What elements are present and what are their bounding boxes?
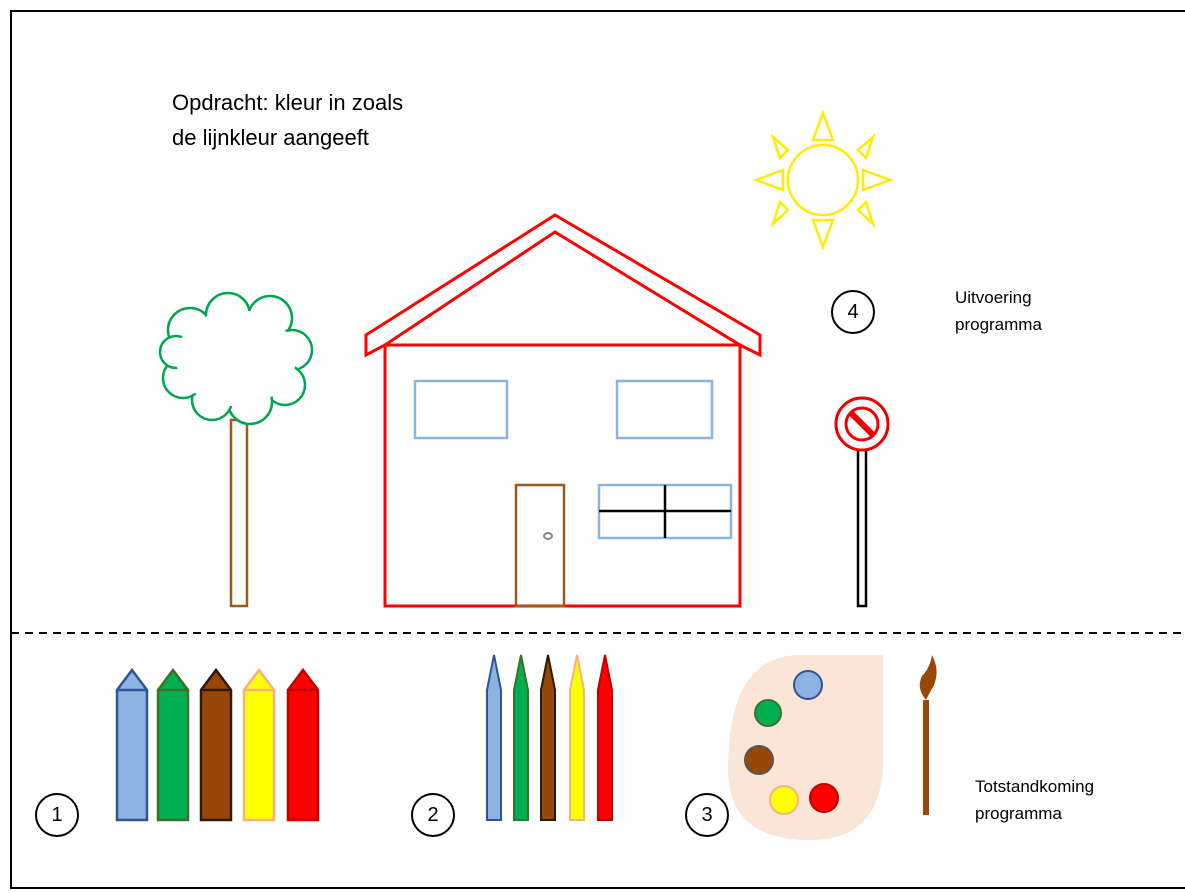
palette xyxy=(728,655,883,840)
step-number: 4 xyxy=(847,301,858,323)
step-number: 2 xyxy=(427,804,438,826)
creation-label: Totstandkoming xyxy=(975,777,1094,796)
instruction-line: Opdracht: kleur in zoals xyxy=(172,90,403,115)
execution-label: Uitvoering xyxy=(955,288,1032,307)
step-number: 3 xyxy=(701,804,712,826)
creation-label: programma xyxy=(975,804,1062,823)
execution-label: programma xyxy=(955,315,1042,334)
crayons-thick xyxy=(117,670,318,820)
step-number: 1 xyxy=(51,804,62,826)
diagram: Opdracht: kleur in zoals de lijnkleur aa… xyxy=(0,0,1185,893)
instruction-line: de lijnkleur aangeeft xyxy=(172,125,369,150)
